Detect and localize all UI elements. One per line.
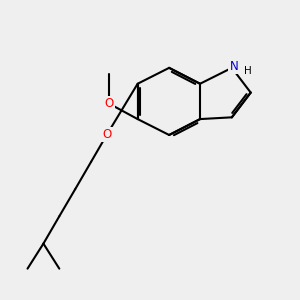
Text: H: H xyxy=(244,66,252,76)
Text: N: N xyxy=(230,60,238,73)
Text: O: O xyxy=(105,97,114,110)
Text: O: O xyxy=(102,128,112,141)
